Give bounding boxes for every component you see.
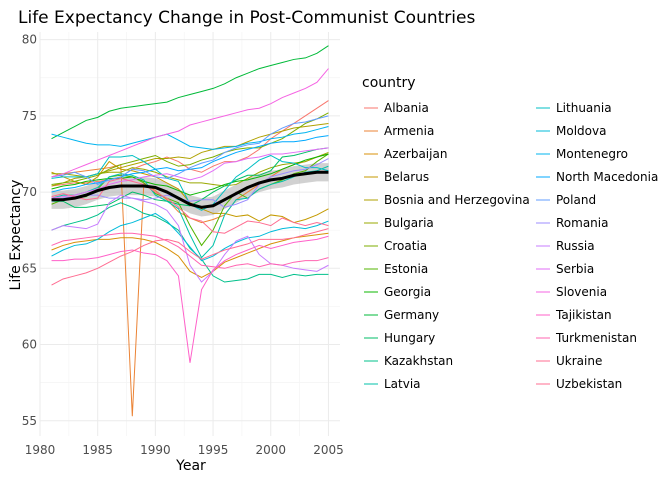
- trend-smooth-line: [51, 170, 329, 209]
- legend-label: Montenegro: [556, 147, 628, 161]
- x-tick-label: 1995: [198, 443, 229, 457]
- series-line-romania: [51, 158, 329, 208]
- legend-label: Albania: [384, 101, 429, 115]
- legend-label: Poland: [556, 193, 596, 207]
- legend-title: country: [362, 75, 416, 91]
- legend-label: Slovenia: [556, 285, 607, 299]
- legend-label: Belarus: [384, 170, 429, 184]
- legend-label: Germany: [384, 308, 439, 322]
- series-line-north-macedonia: [51, 135, 329, 193]
- legend-label: Armenia: [384, 124, 434, 138]
- x-tick-label: 2000: [255, 443, 286, 457]
- series-line-azerbaijan: [51, 232, 329, 279]
- legend-label: Bulgaria: [384, 216, 434, 230]
- series-line-moldova: [51, 212, 329, 262]
- y-tick-label: 65: [22, 261, 37, 275]
- legend-label: Tajikistan: [555, 308, 612, 322]
- legend-label: Lithuania: [556, 101, 612, 115]
- series-line-ukraine: [51, 177, 329, 234]
- legend-label: Serbia: [556, 262, 594, 276]
- series-line-turkmenistan: [51, 232, 329, 269]
- legend-label: North Macedonia: [556, 170, 658, 184]
- grid-lines: [39, 32, 340, 436]
- series-lines: [51, 45, 329, 417]
- legend-label: Georgia: [384, 285, 431, 299]
- legend-label: Croatia: [384, 239, 427, 253]
- legend: Albania Armenia Azerbaijan Belarus Bosnia an…: [364, 101, 658, 391]
- x-tick-label: 2005: [313, 443, 344, 457]
- trend-line: [51, 170, 329, 209]
- y-axis-ticks: 55 60 65 70 75 80: [22, 33, 37, 428]
- chart-title: Life Expectancy Change in Post-Communist…: [18, 8, 475, 28]
- y-tick-label: 55: [22, 414, 37, 428]
- y-tick-label: 80: [22, 33, 37, 47]
- x-axis-ticks: 1980 1985 1990 1995 2000 2005: [25, 443, 344, 457]
- y-tick-label: 60: [22, 338, 37, 352]
- x-tick-label: 1980: [25, 443, 56, 457]
- series-line-poland: [51, 115, 329, 186]
- x-axis-title: Year: [175, 458, 206, 474]
- legend-label: Bosnia and Herzegovina: [384, 193, 530, 207]
- legend-label: Estonia: [384, 262, 428, 276]
- series-line-kazakhstan: [51, 202, 329, 283]
- legend-label: Latvia: [384, 377, 421, 391]
- y-axis-title: Life Expectancy: [8, 180, 24, 291]
- legend-label: Hungary: [384, 331, 435, 345]
- legend-label: Kazakhstan: [384, 354, 453, 368]
- legend-label: Turkmenistan: [555, 331, 637, 345]
- series-line-latvia: [51, 165, 329, 259]
- legend-label: Ukraine: [556, 354, 602, 368]
- y-tick-label: 70: [22, 185, 37, 199]
- series-line-slovenia: [51, 68, 329, 178]
- legend-label: Moldova: [556, 124, 606, 138]
- series-line-georgia: [51, 153, 329, 196]
- series-line-uzbekistan: [51, 228, 329, 286]
- legend-label: Russia: [556, 239, 595, 253]
- legend-label: Romania: [556, 216, 608, 230]
- series-line-croatia: [51, 112, 329, 185]
- y-tick-label: 75: [22, 109, 37, 123]
- x-tick-label: 1985: [82, 443, 113, 457]
- legend-label: Uzbekistan: [556, 377, 622, 391]
- x-tick-label: 1990: [140, 443, 171, 457]
- series-line-tajikistan: [51, 235, 329, 363]
- series-line-montenegro: [51, 126, 329, 150]
- series-line-germany: [51, 45, 329, 140]
- legend-label: Azerbaijan: [384, 147, 447, 161]
